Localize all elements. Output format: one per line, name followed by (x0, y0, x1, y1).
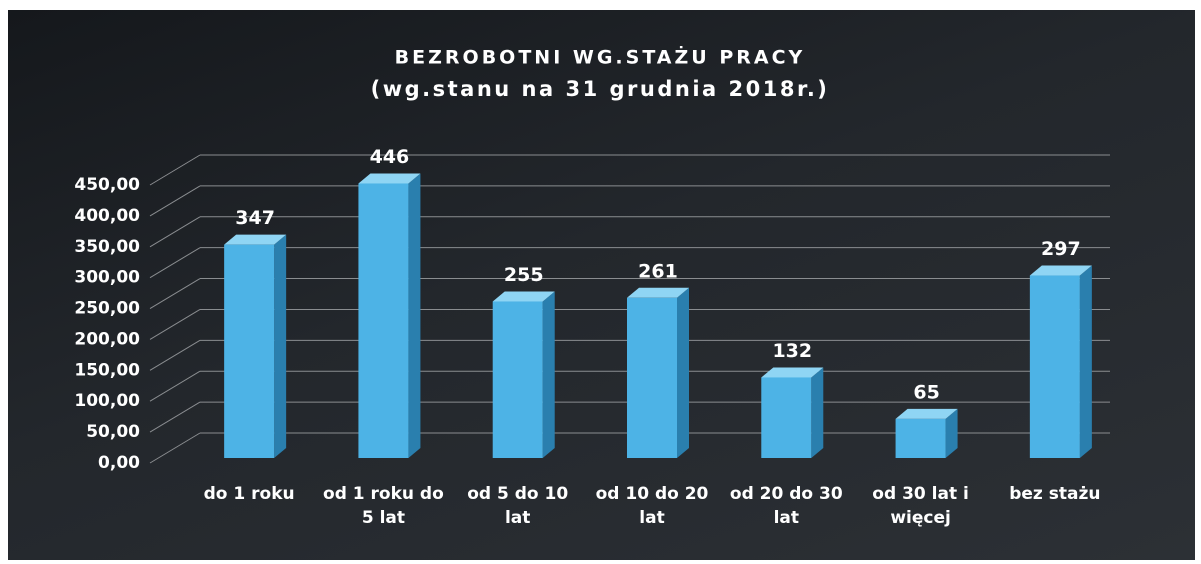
value-label: 347 (235, 207, 275, 229)
grid-line (149, 432, 201, 464)
y-tick-label: 450,00 (74, 175, 140, 195)
x-tick-label: od 10 do 20 lat (595, 484, 709, 528)
bar-top (224, 234, 287, 245)
value-label: 297 (1041, 238, 1081, 260)
value-label: 132 (772, 340, 812, 362)
x-tick-label: od 1 roku do 5 lat (323, 484, 444, 528)
y-tick-label: 250,00 (74, 299, 140, 319)
bar-side (542, 291, 555, 458)
value-label: 65 (913, 381, 939, 403)
x-tick-label: bez stażu (1009, 484, 1101, 504)
bar-top (492, 291, 555, 302)
bar-top (627, 287, 689, 298)
bar-top (358, 173, 421, 184)
y-tick-label: 400,00 (74, 206, 140, 226)
bar (761, 377, 812, 458)
grid-line (149, 278, 201, 309)
y-tick-label: 200,00 (74, 329, 140, 349)
chart-subtitle: (wg.stanu na 31 grudnia 2018r.) (371, 77, 830, 101)
grid-line (149, 247, 201, 279)
x-tick-label: od 5 do 10 lat (467, 484, 569, 528)
y-tick-label: 300,00 (74, 268, 140, 288)
bar-side (811, 367, 824, 458)
bar (492, 301, 543, 458)
bar-top (1029, 265, 1092, 276)
bar (1029, 275, 1080, 458)
bar-top (895, 408, 958, 419)
y-tick-label: 50,00 (86, 422, 140, 442)
x-tick-label: do 1 roku (203, 484, 295, 504)
grid-line (149, 185, 201, 217)
y-tick-label: 150,00 (74, 360, 140, 380)
chart-title: BEZROBOTNI WG.STAŻU PRACY (395, 45, 806, 69)
bar (895, 418, 946, 458)
y-tick-label: 100,00 (74, 391, 140, 411)
bar-side (677, 287, 689, 458)
bar (358, 183, 409, 458)
bar (627, 297, 677, 458)
value-label: 261 (638, 260, 678, 282)
grid-line (149, 370, 201, 402)
bar-top (761, 367, 824, 378)
value-label: 255 (504, 264, 544, 286)
bar-side (408, 173, 421, 458)
grid-line (149, 401, 201, 433)
y-tick-label: 0,00 (98, 453, 140, 473)
grid-line (149, 309, 201, 340)
x-tick-label: od 20 do 30 lat (729, 484, 843, 528)
bar (224, 244, 275, 458)
chart-panel (8, 10, 1195, 560)
grid-line (149, 216, 201, 248)
bar-side (945, 408, 958, 458)
x-tick-label: od 30 lat i więcej (872, 484, 969, 528)
y-tick-label: 350,00 (74, 237, 140, 257)
bar-side (1079, 265, 1092, 458)
bar-side (274, 234, 287, 458)
value-label: 446 (370, 146, 410, 168)
grid-line (149, 339, 201, 371)
grid-line (149, 154, 201, 186)
